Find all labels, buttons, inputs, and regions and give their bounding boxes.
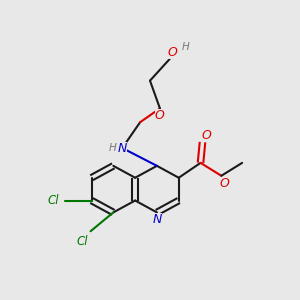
Text: Cl: Cl — [47, 194, 59, 207]
Text: Cl: Cl — [77, 235, 88, 248]
Text: O: O — [155, 109, 165, 122]
Text: N: N — [118, 142, 127, 154]
Text: O: O — [168, 46, 178, 59]
Text: N: N — [152, 213, 162, 226]
Text: H: H — [109, 143, 116, 153]
Text: O: O — [219, 177, 229, 190]
Text: H: H — [182, 42, 190, 52]
Text: O: O — [202, 129, 212, 142]
